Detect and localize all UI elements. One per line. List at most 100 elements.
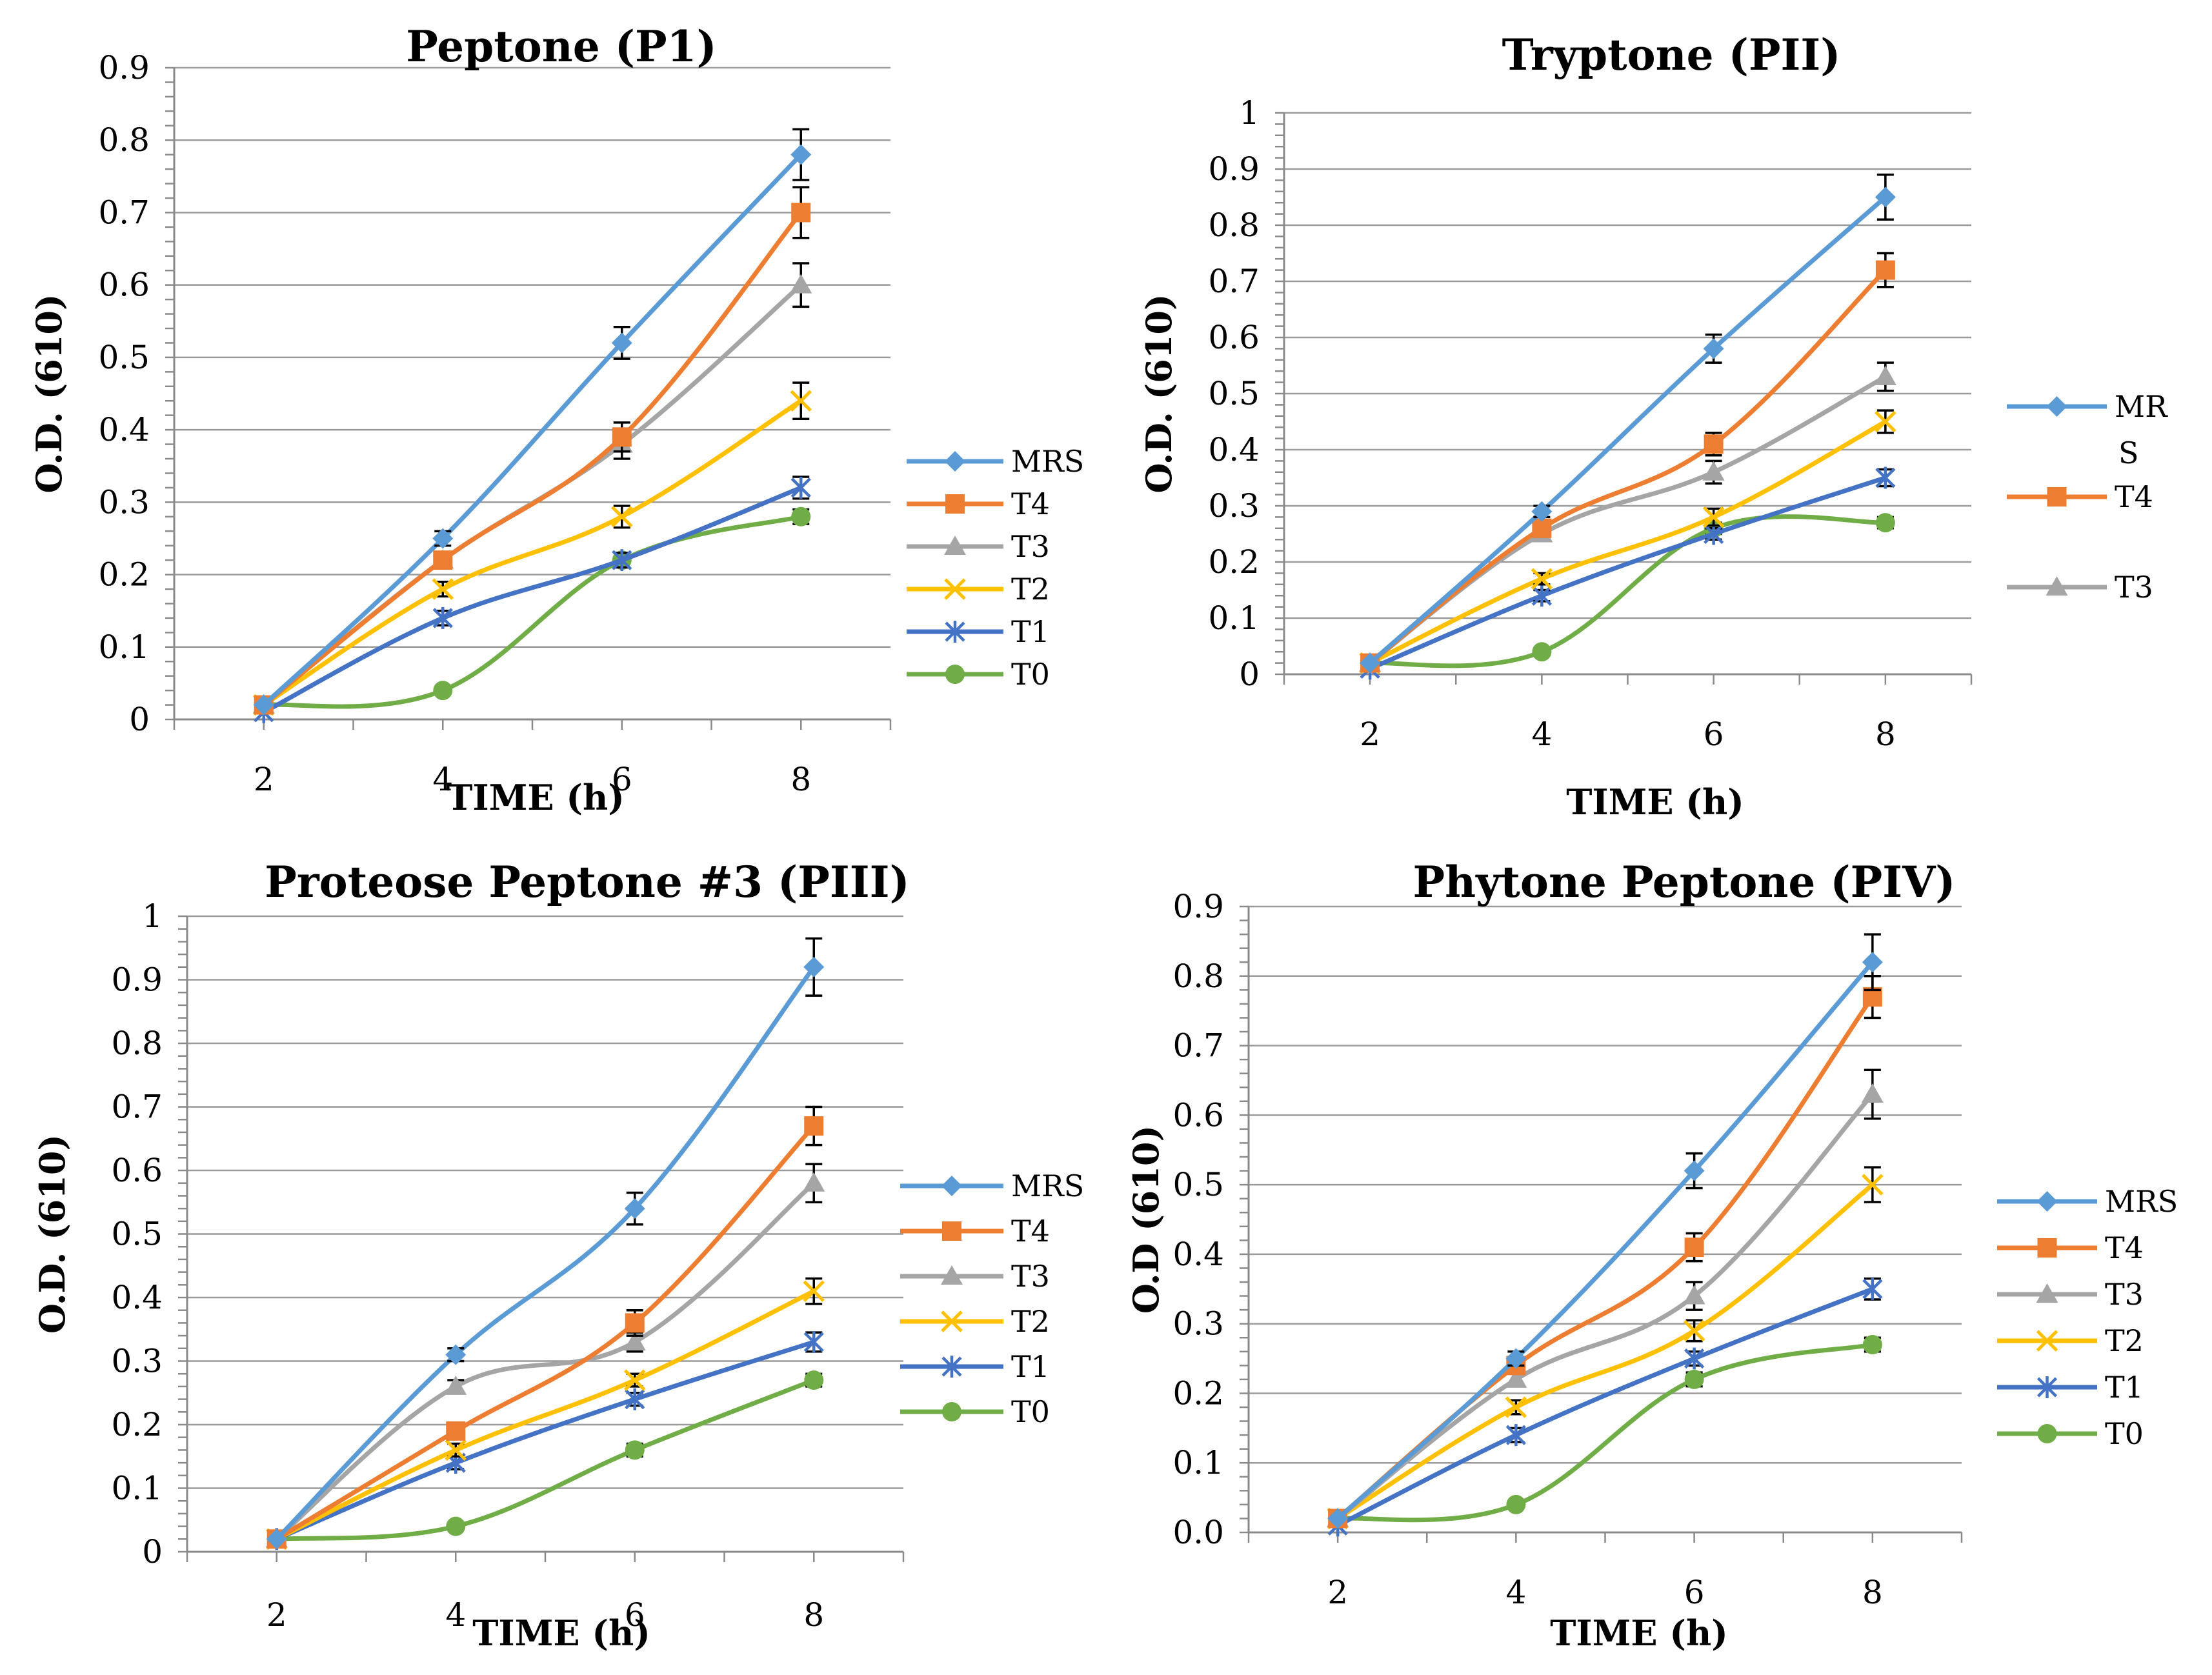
data-point [1702,461,1725,481]
y-tick-label: 0.1 [1208,599,1260,637]
x-tick-label: 2 [254,761,274,798]
y-tick-label: 0.6 [98,266,150,304]
y-tick-label: 0 [129,701,150,738]
data-point [266,1529,287,1550]
data-point [1684,1238,1704,1258]
chart-title: Phytone Peptone (PIV) [1413,857,1955,907]
legend-label: T3 [2105,1277,2144,1312]
series-line [1367,374,1888,666]
y-tick-label: 0.2 [98,556,150,594]
data-point [1684,1347,1705,1370]
legend-marker [945,451,965,472]
data-point [445,1439,467,1461]
legend-label: T4 [2115,479,2153,514]
data-point [1703,338,1724,359]
legend-marker [2036,1283,2058,1303]
y-axis-label: O.D (610) [1125,1125,1167,1314]
y-tick-label: 0.4 [1208,431,1260,468]
data-point [790,144,812,165]
y-axis-label: O.D. (610) [1138,294,1180,494]
y-tick-label: 0.7 [1172,1027,1224,1065]
series-t3 [265,1163,825,1548]
y-tick-label: 0.0 [1172,1514,1224,1551]
data-point [1702,506,1725,528]
legend-marker [945,621,965,643]
data-point [1683,1319,1705,1342]
series-line [1367,476,1888,671]
y-tick-label: 0.8 [98,121,150,159]
series-line [274,1378,816,1541]
data-point [790,274,812,294]
data-point [432,578,454,600]
data-point [804,1116,824,1136]
data-point [432,607,453,629]
legend-label: MRS [1011,1168,1084,1203]
series-line [261,283,803,708]
legend-label: T2 [2105,1323,2144,1358]
y-tick-label: 0.9 [98,49,150,86]
series-line [261,398,803,708]
data-point [612,549,632,572]
data-point [1875,410,1896,433]
data-point [1505,1348,1527,1369]
data-point [625,1313,645,1333]
series-t1 [266,1330,824,1550]
legend-marker [2036,1330,2058,1352]
y-tick-label: 0.9 [111,961,163,999]
data-point [1506,1494,1526,1514]
series-line [1335,959,1875,1521]
y-tick-label: 0.2 [1208,543,1260,581]
data-point [803,956,825,978]
data-point [1875,466,1896,489]
series-mrs [1360,173,1896,674]
x-tick-label: 2 [266,1596,287,1634]
y-tick-label: 0.4 [111,1279,163,1316]
legend-label: T3 [2115,570,2153,605]
x-tick-label: 4 [1505,1574,1526,1611]
chart-title: Peptone (P1) [406,21,716,72]
legend-label: T1 [1011,614,1050,649]
data-point [1875,186,1896,208]
legend-label: T4 [1011,486,1050,521]
legend: MRS T4 T3 T2 T1 T0 [907,444,1084,692]
data-point [1875,260,1895,280]
x-tick-label: 4 [445,1596,466,1634]
data-point [803,1330,824,1353]
legend-marker [941,1310,963,1332]
y-tick-label: 0.4 [1172,1236,1224,1273]
y-tick-label: 1 [142,898,163,935]
data-point [253,694,274,716]
data-point [791,507,811,527]
x-tick-label: 6 [1704,716,1724,753]
series-line [261,210,803,708]
series-line [1367,419,1888,666]
legend: MRS T4 T3 T2 T1 T0 [1997,1184,2178,1451]
y-axis-label: O.D. (610) [32,1134,73,1334]
y-tick-label: 0.7 [1208,263,1260,300]
legend-label: T0 [1011,657,1050,692]
series-line [1335,1287,1875,1528]
legend-marker [2047,487,2067,507]
legend-marker [942,1221,961,1241]
legend-marker [944,536,966,555]
x-tick-label: 2 [1360,716,1380,753]
series-line [274,1181,816,1541]
series-line [1367,514,1888,668]
data-point [610,506,633,528]
legend-marker [2036,1191,2058,1212]
y-tick-label: 0 [142,1533,163,1570]
data-point [445,1375,467,1395]
x-tick-label: 8 [1875,716,1896,753]
data-point [1327,1508,1349,1529]
legend: MRS T4 T3 T2 T1 T0 [900,1168,1084,1429]
series-line [274,965,816,1541]
series-mrs [253,128,812,716]
x-tick-label: 4 [432,761,453,798]
y-tick-label: 0.5 [1208,375,1260,412]
y-tick-label: 0.9 [1172,888,1224,925]
data-point [1862,952,1883,973]
data-point [1874,365,1896,385]
y-tick-label: 0.5 [98,339,150,376]
legend-label: MRS [1011,444,1084,479]
